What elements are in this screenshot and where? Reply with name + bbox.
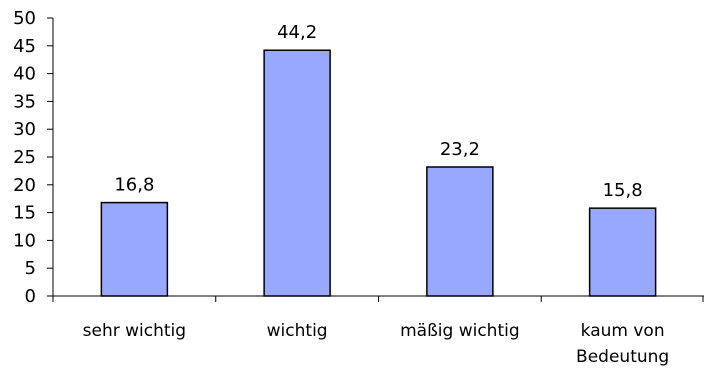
bar (263, 49, 331, 297)
bar (588, 207, 657, 297)
category-label: sehr wichtig (83, 321, 186, 341)
bar (100, 201, 169, 297)
y-tick-label: 25 (13, 147, 36, 168)
y-tick-label: 30 (13, 119, 36, 140)
y-tick-label: 0 (25, 286, 36, 307)
category-label: wichtig (267, 321, 328, 341)
y-tick-label: 10 (13, 230, 36, 251)
y-tick-label: 15 (13, 203, 36, 224)
category-label: kaum von (581, 321, 665, 341)
y-tick-label: 45 (13, 36, 36, 57)
bars (100, 49, 657, 297)
data-label: 23,2 (440, 139, 480, 160)
data-label: 15,8 (603, 180, 643, 201)
y-tick-label: 5 (25, 258, 36, 279)
y-tick-label: 40 (13, 64, 36, 85)
y-tick-label: 35 (13, 91, 36, 112)
y-tick-label: 20 (13, 175, 36, 196)
category-labels: sehr wichtig wichtig mäßig wichtig kaum von… (83, 321, 670, 367)
y-tick-label: 50 (13, 8, 36, 29)
data-labels: 16,8 44,2 23,2 15,8 (114, 22, 642, 201)
bar (426, 166, 494, 297)
category-label: mäßig wichtig (400, 321, 520, 341)
category-label: Bedeutung (576, 347, 669, 367)
data-label: 16,8 (114, 175, 154, 196)
data-label: 44,2 (277, 22, 317, 43)
x-axis (52, 295, 704, 302)
y-axis: 0 5 10 15 20 25 30 35 40 45 50 (13, 8, 54, 307)
